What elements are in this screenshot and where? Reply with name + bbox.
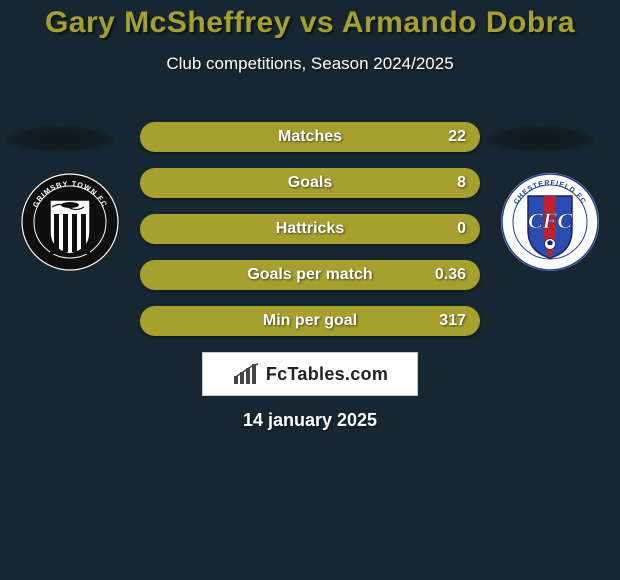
stat-bar-label: Matches [278,128,342,146]
page-subtitle: Club competitions, Season 2024/2025 [0,54,620,74]
stat-bar-row: Matches 22 [140,122,480,152]
stat-bar-label: Goals [288,174,332,192]
stat-bar-label: Goals per match [247,266,372,284]
stat-bar-value: 0.36 [435,266,466,284]
crest-shadow-left [5,126,115,152]
fctables-text: FcTables.com [266,364,388,385]
club-crest-left: GRIMSBY TOWN FC [20,172,120,272]
stat-bar-row: Goals per match 0.36 [140,260,480,290]
stat-bars: Matches 22 Goals 8 Hattricks 0 Goals per match… [140,122,480,352]
fctables-logo: FcTables.com [202,352,418,396]
stat-bar-label: Hattricks [276,220,344,238]
crest-shadow-right [485,126,595,152]
chart-icon [232,362,260,386]
stat-bar-value: 0 [457,220,466,238]
infographic-date: 14 january 2025 [0,410,620,431]
chesterfield-crest-icon: CHESTERFIELD FC CFC [500,172,600,272]
grimsby-crest-icon: GRIMSBY TOWN FC [20,172,120,272]
stat-bar-row: Min per goal 317 [140,306,480,336]
stat-bar-row: Goals 8 [140,168,480,198]
stat-bar-row: Hattricks 0 [140,214,480,244]
stat-bar-value: 317 [439,312,466,330]
stat-bar-label: Min per goal [263,312,357,330]
stat-bar-value: 8 [457,174,466,192]
page-title: Gary McSheffrey vs Armando Dobra [0,0,620,40]
svg-text:CFC: CFC [528,208,572,233]
stat-bar-value: 22 [448,128,466,146]
club-crest-right: CHESTERFIELD FC CFC [500,172,600,272]
